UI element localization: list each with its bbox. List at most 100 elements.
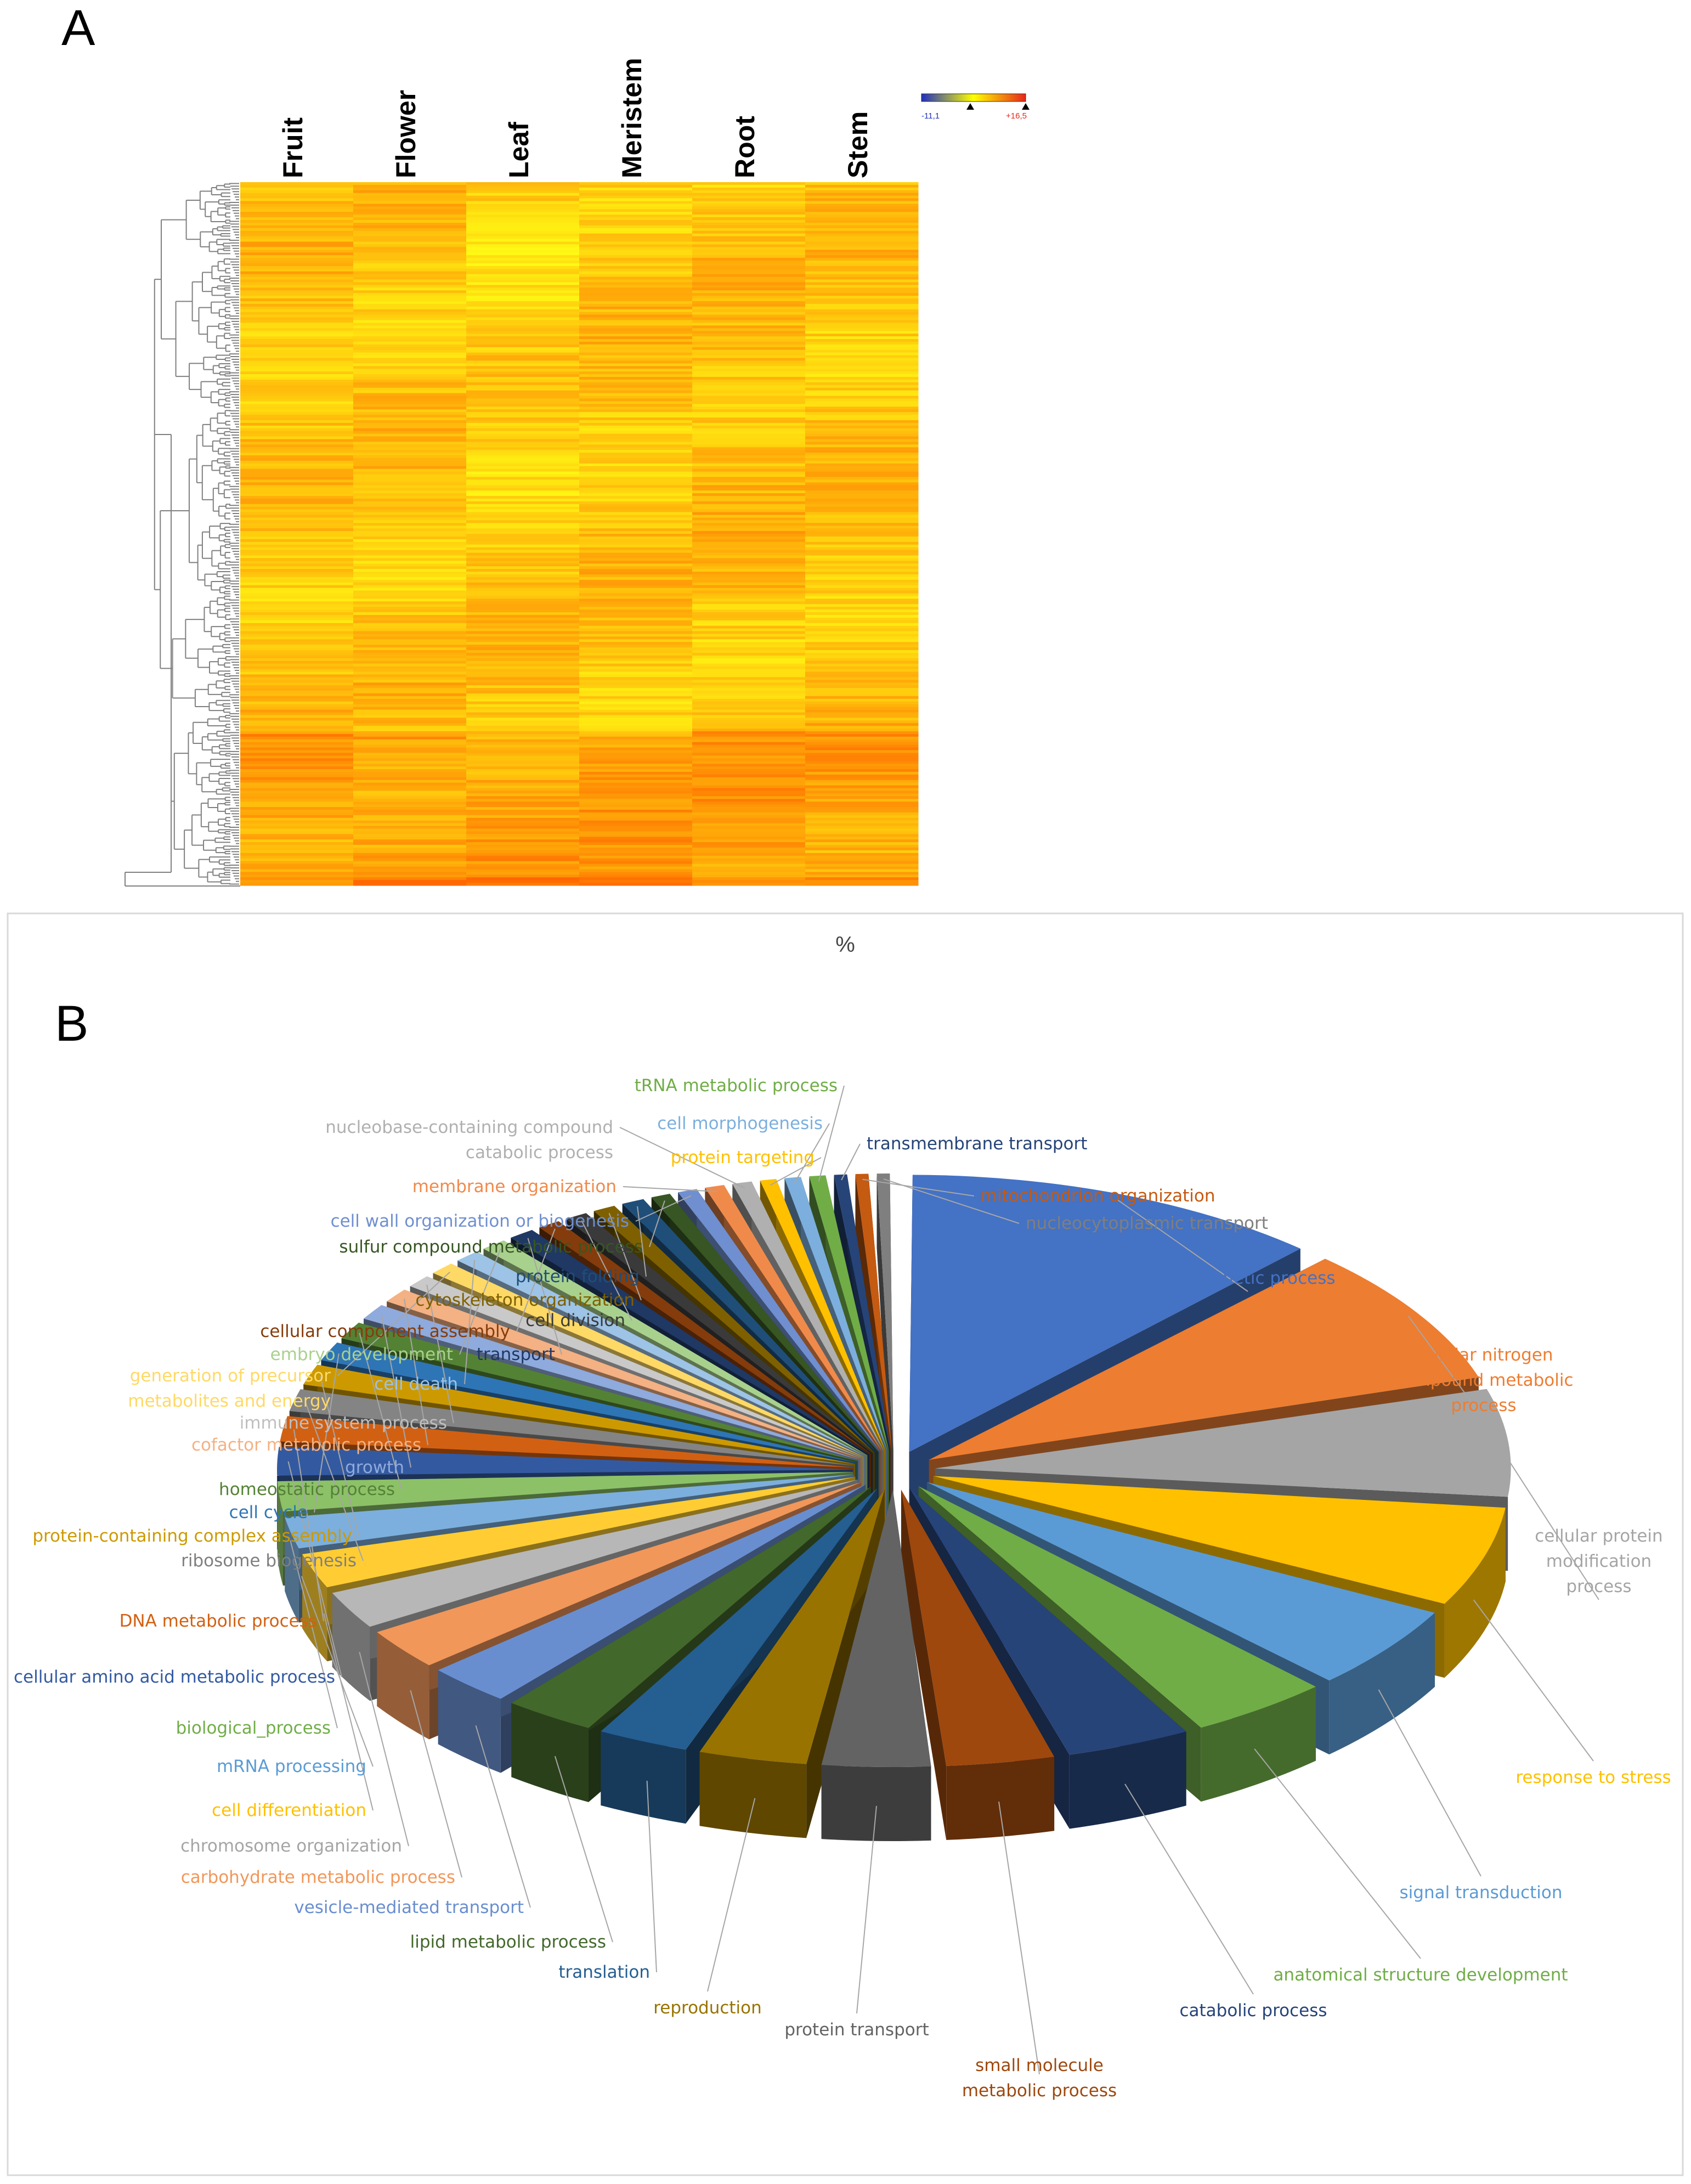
heatmap-cell <box>805 718 919 721</box>
heatmap-cell <box>579 341 693 345</box>
heatmap-cell <box>692 433 806 437</box>
pie-label-line: anatomical structure development <box>1273 1965 1568 1985</box>
heatmap-cell <box>353 260 467 264</box>
heatmap-cell <box>240 761 354 764</box>
heatmap-cell <box>353 864 467 867</box>
heatmap-cell <box>692 501 806 505</box>
heatmap-cell <box>805 334 919 337</box>
heatmap-cell <box>579 247 693 250</box>
heatmap-cell <box>692 837 806 840</box>
pie-slice-outer-wall <box>277 1481 284 1586</box>
heatmap-cell <box>579 371 693 375</box>
heatmap-cell <box>466 742 580 746</box>
heatmap-cell <box>353 250 467 253</box>
heatmap-cell <box>692 680 806 683</box>
heatmap-cell <box>805 463 919 467</box>
heatmap-cell <box>579 385 693 388</box>
heatmap-cell <box>466 766 580 770</box>
heatmap-cell <box>353 590 467 594</box>
heatmap-cell <box>805 536 919 540</box>
heatmap-cell <box>240 799 354 802</box>
heatmap-cell <box>805 655 919 659</box>
heatmap-cell <box>579 296 693 299</box>
heatmap-cell <box>805 415 919 418</box>
heatmap-cell <box>805 861 919 865</box>
heatmap-cell <box>805 341 919 345</box>
heatmap-cell <box>579 293 693 296</box>
heatmap-cell <box>579 634 693 637</box>
heatmap-cell <box>579 661 693 664</box>
chart-title: % <box>835 933 855 957</box>
pie-slice-top <box>601 1488 878 1750</box>
pie-leader-line <box>301 1576 374 1767</box>
heatmap-cell <box>805 349 919 353</box>
pie-label: cell differentiation <box>212 1801 366 1820</box>
heatmap-cell <box>353 309 467 313</box>
heatmap-cell <box>805 766 919 770</box>
heatmap-cell <box>805 298 919 302</box>
heatmap-cell <box>466 572 580 575</box>
heatmap-cell <box>466 539 580 543</box>
heatmap-cell <box>805 563 919 567</box>
heatmap-cell <box>579 474 693 478</box>
heatmap-cell <box>353 866 467 870</box>
heatmap-cell <box>579 349 693 353</box>
heatmap-cell <box>692 883 806 886</box>
heatmap-cell <box>466 845 580 848</box>
heatmap-cell <box>466 228 580 232</box>
heatmap-cell <box>805 301 919 304</box>
heatmap-cell <box>805 731 919 735</box>
pie-slice-outer-wall <box>438 1670 501 1773</box>
heatmap-cell <box>240 771 354 775</box>
heatmap-cell <box>579 382 693 386</box>
heatmap-cell <box>579 631 693 635</box>
heatmap-cell <box>353 655 467 659</box>
heatmap-cell <box>579 506 693 510</box>
heatmap-cell <box>240 552 354 556</box>
heatmap-cell <box>579 450 693 453</box>
heatmap-cell <box>466 466 580 470</box>
heatmap-cell <box>805 393 919 397</box>
heatmap-cell <box>692 439 806 442</box>
heatmap-cell <box>353 390 467 394</box>
heatmap-cell <box>353 382 467 386</box>
heatmap-cell <box>692 610 806 613</box>
heatmap-cell <box>579 404 693 407</box>
heatmap-cell <box>579 268 693 272</box>
heatmap-cell <box>805 425 919 429</box>
heatmap-cell <box>240 788 354 792</box>
heatmap-cell <box>353 539 467 543</box>
heatmap-cell <box>240 847 354 851</box>
pie-slice-top <box>622 1199 877 1453</box>
heatmap-cell <box>466 490 580 494</box>
heatmap-cell <box>579 225 693 229</box>
pie-slice-top <box>705 1184 883 1452</box>
heatmap-column-leaf <box>466 182 580 886</box>
heatmap-cell <box>805 874 919 878</box>
heatmap-cell <box>353 731 467 735</box>
heatmap-cell <box>353 534 467 537</box>
pie-leader-line <box>818 1085 845 1182</box>
heatmap-cell <box>353 263 467 267</box>
heatmap-cell <box>466 550 580 554</box>
heatmap-cell <box>692 230 806 234</box>
heatmap-cell <box>240 753 354 756</box>
heatmap-cell <box>579 817 693 821</box>
heatmap-cell <box>353 482 467 486</box>
heatmap-cell <box>353 331 467 334</box>
heatmap-cell <box>466 458 580 461</box>
heatmap-cell <box>805 755 919 759</box>
heatmap-cell <box>579 260 693 264</box>
pie-label: cell wall organization or biogenesis <box>331 1211 629 1231</box>
heatmap-cell <box>353 853 467 856</box>
heatmap-cell <box>240 271 354 275</box>
pie-label-line: biosynthetic process <box>1160 1268 1335 1288</box>
heatmap-cell <box>353 777 467 781</box>
heatmap-cell <box>579 650 693 653</box>
heatmap-cell <box>692 620 806 624</box>
heatmap-cell <box>466 526 580 529</box>
heatmap-cell <box>353 645 467 648</box>
pie-label: catabolic process <box>1179 2001 1327 2021</box>
heatmap-cell <box>466 658 580 662</box>
heatmap-cell <box>466 655 580 659</box>
